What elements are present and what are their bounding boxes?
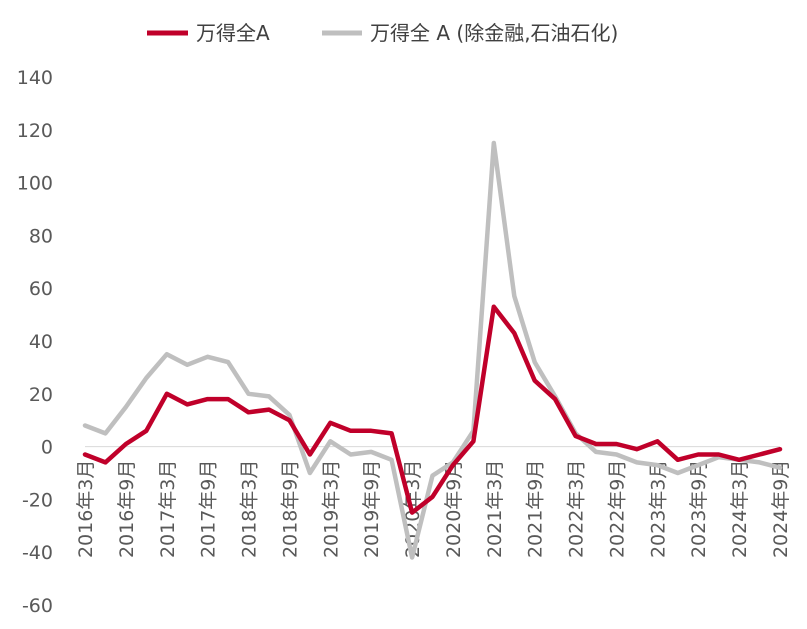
y-tick-label: 60: [29, 278, 53, 300]
y-tick-label: 120: [17, 120, 53, 142]
legend: 万得全A 万得全 A (除金融,石油石化): [147, 21, 618, 45]
x-tick-label: 2018年3月: [239, 460, 261, 558]
y-tick-label: -40: [22, 542, 53, 564]
y-tick-label: -60: [22, 595, 53, 617]
y-tick-label: 80: [29, 225, 53, 247]
x-tick-label: 2022年9月: [606, 460, 628, 558]
x-tick-label: 2023年9月: [688, 460, 710, 558]
y-tick-label: 140: [17, 67, 53, 89]
legend-label-wind-a-ex-fin-petro: 万得全 A (除金融,石油石化): [370, 21, 618, 45]
x-tick-label: 2024年9月: [770, 460, 792, 558]
x-tick-label: 2022年3月: [566, 460, 588, 558]
x-tick-label: 2019年3月: [320, 460, 342, 558]
x-tick-label: 2016年9月: [116, 460, 138, 558]
legend-label-wind-a: 万得全A: [196, 21, 270, 45]
series-line-wind-a: [82, 304, 783, 515]
x-tick-label: 2017年3月: [157, 460, 179, 558]
y-tick-label: 100: [17, 173, 53, 195]
x-tick-label: 2018年9月: [279, 460, 301, 558]
x-tick-label: 2023年3月: [647, 460, 669, 558]
x-tick-label: 2021年3月: [484, 460, 506, 558]
x-tick-label: 2016年3月: [75, 460, 97, 558]
y-tick-label: 40: [29, 331, 53, 353]
y-tick-label: 20: [29, 384, 53, 406]
plot-area: [82, 140, 783, 560]
series-line-wind-a-ex-fin-petro: [82, 140, 783, 560]
x-tick-label: 2020年9月: [443, 460, 465, 558]
x-tick-label: 2024年3月: [729, 460, 751, 558]
x-tick-label: 2019年9月: [361, 460, 383, 558]
y-tick-label: -20: [22, 489, 53, 511]
x-tick-label: 2021年9月: [525, 460, 547, 558]
y-tick-label: 0: [41, 437, 53, 459]
x-tick-label: 2017年9月: [198, 460, 220, 558]
y-axis: 140 120 100 80 60 40 20 0 -20 -40 -60: [17, 67, 53, 617]
